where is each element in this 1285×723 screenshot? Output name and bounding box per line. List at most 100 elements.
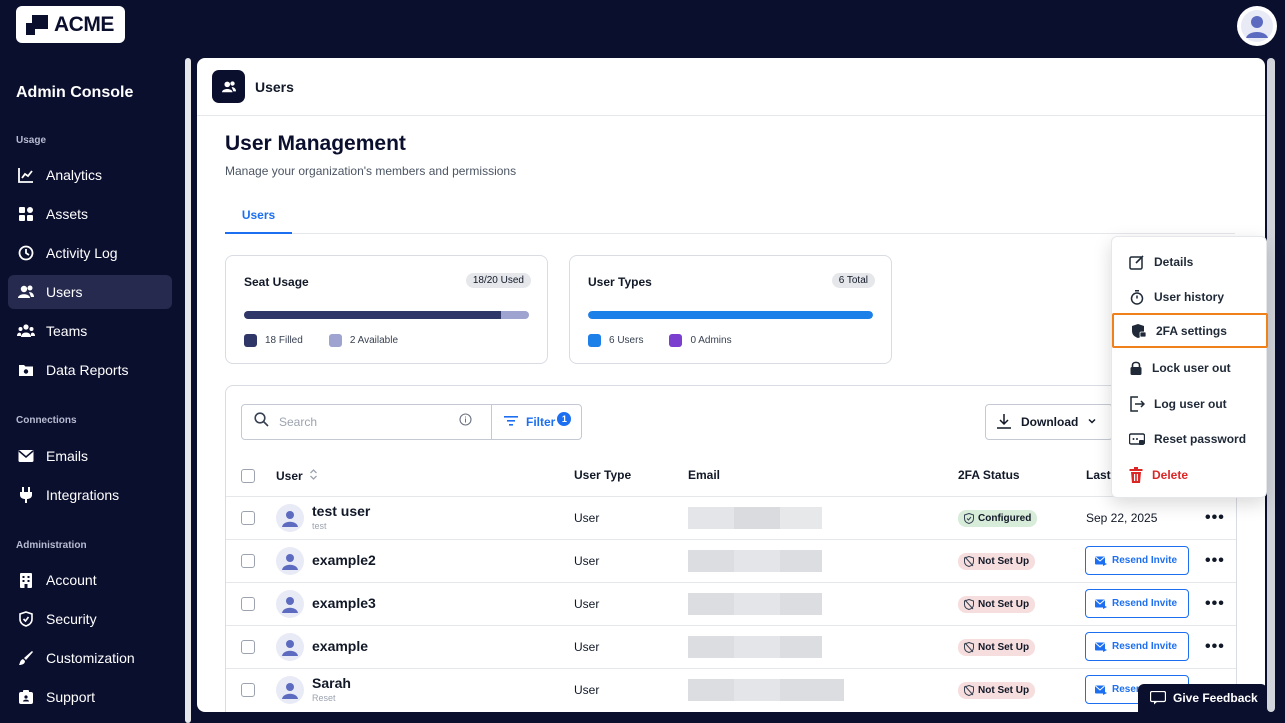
- sidebar-item-customization[interactable]: Customization: [8, 641, 172, 675]
- sidebar-item-assets[interactable]: Assets: [8, 197, 172, 231]
- user-subtext: Reset: [312, 693, 336, 703]
- row-actions-menu-icon[interactable]: •••: [1205, 552, 1225, 569]
- seat-usage-badge: 18/20 Used: [465, 273, 531, 288]
- row-checkbox[interactable]: [241, 554, 255, 568]
- user-name[interactable]: example: [312, 638, 369, 654]
- user-type: User: [574, 683, 600, 697]
- resend-invite-label: Resend Invite: [1112, 555, 1178, 566]
- shield-off-icon: [964, 642, 974, 653]
- tab-bar: Users: [225, 198, 1235, 234]
- menu-item-label: Details: [1154, 254, 1194, 269]
- sidebar-item-data-reports[interactable]: Data Reports: [8, 353, 172, 387]
- sort-icon[interactable]: [309, 468, 318, 484]
- history-icon: [17, 244, 35, 262]
- tab-users[interactable]: Users: [225, 198, 292, 234]
- row-checkbox[interactable]: [241, 511, 255, 525]
- sidebar-item-support[interactable]: Support: [8, 680, 172, 714]
- give-feedback-button[interactable]: Give Feedback: [1138, 684, 1267, 712]
- give-feedback-label: Give Feedback: [1173, 691, 1258, 705]
- download-label: Download: [1021, 415, 1079, 429]
- folder-icon: [17, 361, 35, 379]
- user-name[interactable]: Sarah: [312, 675, 351, 691]
- sidebar-item-label: Analytics: [46, 167, 103, 183]
- menu-item-2fa-settings[interactable]: 2FA settings: [1112, 313, 1268, 348]
- download-button[interactable]: Download: [985, 404, 1113, 440]
- status-badge: Configured: [958, 510, 1038, 527]
- menu-item-user-history[interactable]: User history: [1112, 279, 1266, 314]
- email-redacted: [688, 636, 822, 658]
- table-row: example User Not Set Up Resend Invite ••…: [226, 625, 1236, 668]
- sidebar-scrollbar[interactable]: [185, 58, 191, 723]
- email-redacted: [688, 550, 822, 572]
- menu-item-lock-user-out[interactable]: Lock user out: [1112, 350, 1266, 385]
- main-scrollbar[interactable]: [1267, 58, 1275, 712]
- resend-invite-button[interactable]: Resend Invite: [1085, 546, 1189, 575]
- resend-invite-button[interactable]: Resend Invite: [1085, 589, 1189, 618]
- user-avatar-icon: [276, 633, 304, 661]
- user-types-card: User Types 6 Total 6 Users 0 Admins: [569, 255, 892, 364]
- menu-item-label: Delete: [1152, 467, 1189, 482]
- page-header: Users: [197, 58, 1265, 116]
- user-name[interactable]: example3: [312, 595, 376, 611]
- logo-text: ACME: [54, 12, 114, 36]
- user-types-badge: 6 Total: [831, 273, 875, 288]
- sidebar-item-label: Customization: [46, 650, 135, 666]
- admins-swatch: [669, 334, 683, 347]
- row-actions-menu-icon[interactable]: •••: [1205, 638, 1225, 655]
- chevron-down-icon: [1087, 415, 1097, 429]
- sidebar-item-users[interactable]: Users: [8, 275, 172, 309]
- menu-item-delete[interactable]: Delete: [1112, 457, 1266, 492]
- email-redacted: [688, 507, 822, 529]
- available-swatch: [328, 334, 342, 347]
- acme-logo[interactable]: ACME: [16, 6, 125, 43]
- status-text: Not Set Up: [978, 642, 1030, 653]
- search-icon: [254, 412, 269, 432]
- filter-button[interactable]: Filter 1: [492, 412, 572, 430]
- row-checkbox[interactable]: [241, 640, 255, 654]
- seat-available-segment: [500, 311, 529, 319]
- seat-usage-progress-bar: [244, 311, 529, 319]
- resend-invite-button[interactable]: Resend Invite: [1085, 632, 1189, 661]
- menu-item-details[interactable]: Details: [1112, 244, 1266, 279]
- user-name[interactable]: test user: [312, 503, 371, 519]
- teams-icon: [17, 322, 35, 340]
- sidebar-item-activity-log[interactable]: Activity Log: [8, 236, 172, 270]
- row-actions-menu-icon[interactable]: •••: [1205, 509, 1225, 526]
- column-header-user[interactable]: User: [276, 468, 318, 484]
- info-icon[interactable]: [459, 413, 472, 431]
- sidebar-item-security[interactable]: Security: [8, 602, 172, 636]
- sidebar-item-label: Security: [46, 611, 97, 627]
- sidebar-item-account[interactable]: Account: [8, 563, 172, 597]
- sidebar-item-teams[interactable]: Teams: [8, 314, 172, 348]
- status-badge: Not Set Up: [958, 639, 1036, 656]
- row-checkbox[interactable]: [241, 597, 255, 611]
- filled-swatch: [244, 334, 257, 347]
- menu-item-log-user-out[interactable]: Log user out: [1112, 386, 1266, 421]
- console-title: Admin Console: [16, 84, 134, 101]
- user-name[interactable]: example2: [312, 552, 376, 568]
- page-title: User Management: [225, 132, 406, 155]
- users-segment: [588, 311, 873, 319]
- sidebar-item-emails[interactable]: Emails: [8, 439, 172, 473]
- select-all-checkbox[interactable]: [241, 469, 255, 483]
- grid-icon: [17, 205, 35, 223]
- sidebar-item-integrations[interactable]: Integrations: [8, 478, 172, 512]
- building-icon: [17, 571, 35, 589]
- sidebar-item-analytics[interactable]: Analytics: [8, 158, 172, 192]
- sidebar-item-label: Data Reports: [46, 362, 129, 378]
- sidebar-item-label: Users: [46, 284, 83, 300]
- profile-avatar[interactable]: [1237, 6, 1277, 46]
- menu-item-reset-password[interactable]: Reset password: [1112, 421, 1266, 456]
- seat-usage-card: Seat Usage 18/20 Used 18 Filled 2 Availa…: [225, 255, 548, 364]
- logo-mark-icon: [26, 14, 48, 35]
- search-input[interactable]: [279, 415, 449, 429]
- status-text: Not Set Up: [978, 685, 1030, 696]
- row-checkbox[interactable]: [241, 683, 255, 697]
- column-header-2fa-status: 2FA Status: [958, 468, 1020, 482]
- row-actions-menu-icon[interactable]: •••: [1205, 595, 1225, 612]
- user-type: User: [574, 511, 600, 525]
- shield-check-icon: [964, 513, 974, 524]
- table-row: example2 User Not Set Up Resend Invite •…: [226, 539, 1236, 582]
- last-login-date: Sep 22, 2025: [1086, 511, 1158, 525]
- legend-users: 6 Users: [609, 335, 644, 346]
